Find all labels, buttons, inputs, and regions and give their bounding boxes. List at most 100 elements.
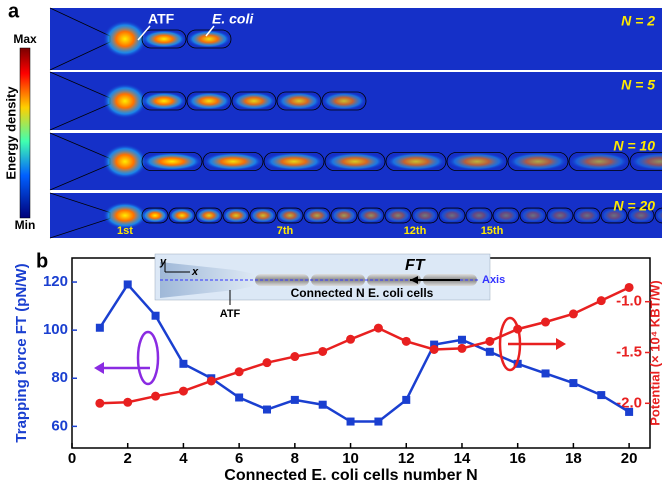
- y-axis-title: Trapping force FT (pN/W): [13, 263, 30, 442]
- cell-outline: [654, 207, 662, 224]
- field-glow: [601, 208, 627, 223]
- data-point: [235, 393, 244, 402]
- data-point: [402, 395, 411, 404]
- data-point: [95, 323, 104, 332]
- cell-outline: [600, 207, 628, 224]
- data-point: [485, 336, 495, 346]
- field-glow: [331, 208, 357, 223]
- data-point: [541, 369, 550, 378]
- plot: b0 2 4 6 8 10 12 14 16 18 206080100120-2.0-1.5-1.0…: [13, 250, 662, 484]
- field-glow: [142, 208, 168, 223]
- data-point: [262, 358, 272, 368]
- arrow: [137, 25, 151, 41]
- cell-outline: [276, 91, 322, 111]
- cell-outline: [186, 29, 232, 49]
- data-point: [457, 343, 467, 353]
- field-glow: [250, 208, 276, 223]
- data-point: [318, 400, 327, 409]
- cell-outline: [231, 91, 277, 111]
- cell-outline: [141, 207, 169, 224]
- field-glow: [223, 208, 249, 223]
- x-tick-label: 10: [342, 450, 359, 467]
- data-point: [625, 407, 634, 416]
- x-tick-label: 18: [565, 450, 582, 467]
- field-glow: [385, 208, 411, 223]
- y-tick-label: 60: [51, 417, 68, 434]
- data-point: [485, 347, 494, 356]
- data-point: [596, 296, 606, 306]
- cell-outline: [465, 207, 493, 224]
- field-glow: [232, 92, 276, 110]
- cell-outline: [568, 152, 630, 171]
- panel-a: N = 2 N = 5 N = 10 N = 20 1st 7th 12th 15th: [49, 7, 662, 239]
- decor: [94, 362, 104, 374]
- field-glow: [466, 208, 492, 223]
- field-glow: [169, 208, 195, 223]
- field-glow: [325, 152, 385, 171]
- cell-outline: [330, 207, 358, 224]
- y-tick-label: 80: [51, 369, 68, 386]
- cell-outline: [186, 91, 232, 111]
- field-glow: [264, 152, 324, 171]
- data-point: [206, 376, 216, 386]
- colorbar: [19, 47, 31, 219]
- cell-outline: [195, 207, 223, 224]
- data-point: [151, 311, 160, 320]
- arrow: [205, 25, 215, 37]
- panel-n-label: N = 20: [613, 198, 655, 214]
- cell-outline: [141, 152, 203, 171]
- cell-outline: [446, 152, 508, 171]
- y2-axis-title: Potential (× 10⁴ KBT/W): [647, 280, 662, 425]
- cell-label: 7th: [277, 225, 294, 237]
- field-glow: [322, 92, 366, 110]
- cell-outline: [141, 29, 187, 49]
- cell-outline: [222, 207, 250, 224]
- field-glow: [628, 208, 654, 223]
- x-tick-label: 0: [68, 450, 76, 467]
- data-point: [234, 367, 244, 377]
- data-point: [318, 346, 328, 356]
- data-point: [290, 352, 300, 362]
- cell-outline: [263, 152, 325, 171]
- cell-outline: [627, 207, 655, 224]
- cell-outline: [384, 207, 412, 224]
- cell-outline: [411, 207, 439, 224]
- data-point: [262, 405, 271, 414]
- data-point: [346, 334, 356, 344]
- cell-outline: [492, 207, 520, 224]
- arrowhead: [410, 276, 418, 284]
- data-point: [569, 379, 578, 388]
- field-glow: [358, 208, 384, 223]
- cell-outline: [438, 207, 466, 224]
- cell-label: 1st: [117, 225, 133, 237]
- x-tick-label: 12: [398, 450, 415, 467]
- field-glow: [142, 30, 186, 48]
- panel-n-label: N = 10: [613, 138, 655, 154]
- cell-outline: [249, 207, 277, 224]
- data-point: [346, 417, 355, 426]
- field-glow: [493, 208, 519, 223]
- data-point: [457, 335, 466, 344]
- cell-outline: [357, 207, 385, 224]
- x-tick-label: 8: [291, 450, 299, 467]
- cell-outline: [546, 207, 574, 224]
- field-glow: [277, 92, 321, 110]
- cell-outline: [573, 207, 601, 224]
- data-point: [401, 336, 411, 346]
- annotation: ATF: [148, 11, 175, 27]
- y-tick-label: 100: [43, 321, 68, 338]
- cell-outline: [385, 152, 447, 171]
- annotation: E. coli: [212, 11, 254, 27]
- cell-outline: [324, 152, 386, 171]
- field-glow: [447, 152, 507, 171]
- inset-force: FT: [405, 257, 426, 274]
- field-glow: [103, 83, 147, 119]
- cell-outline: [303, 207, 331, 224]
- field-glow: [412, 208, 438, 223]
- inset: y x FT Axis Connected N E. coli cells AT…: [154, 253, 505, 320]
- cell-outline: [141, 91, 187, 111]
- series-line: [98, 282, 630, 423]
- x-tick-label: 20: [621, 450, 638, 467]
- field-glow: [203, 152, 263, 171]
- cell-outline: [507, 152, 569, 171]
